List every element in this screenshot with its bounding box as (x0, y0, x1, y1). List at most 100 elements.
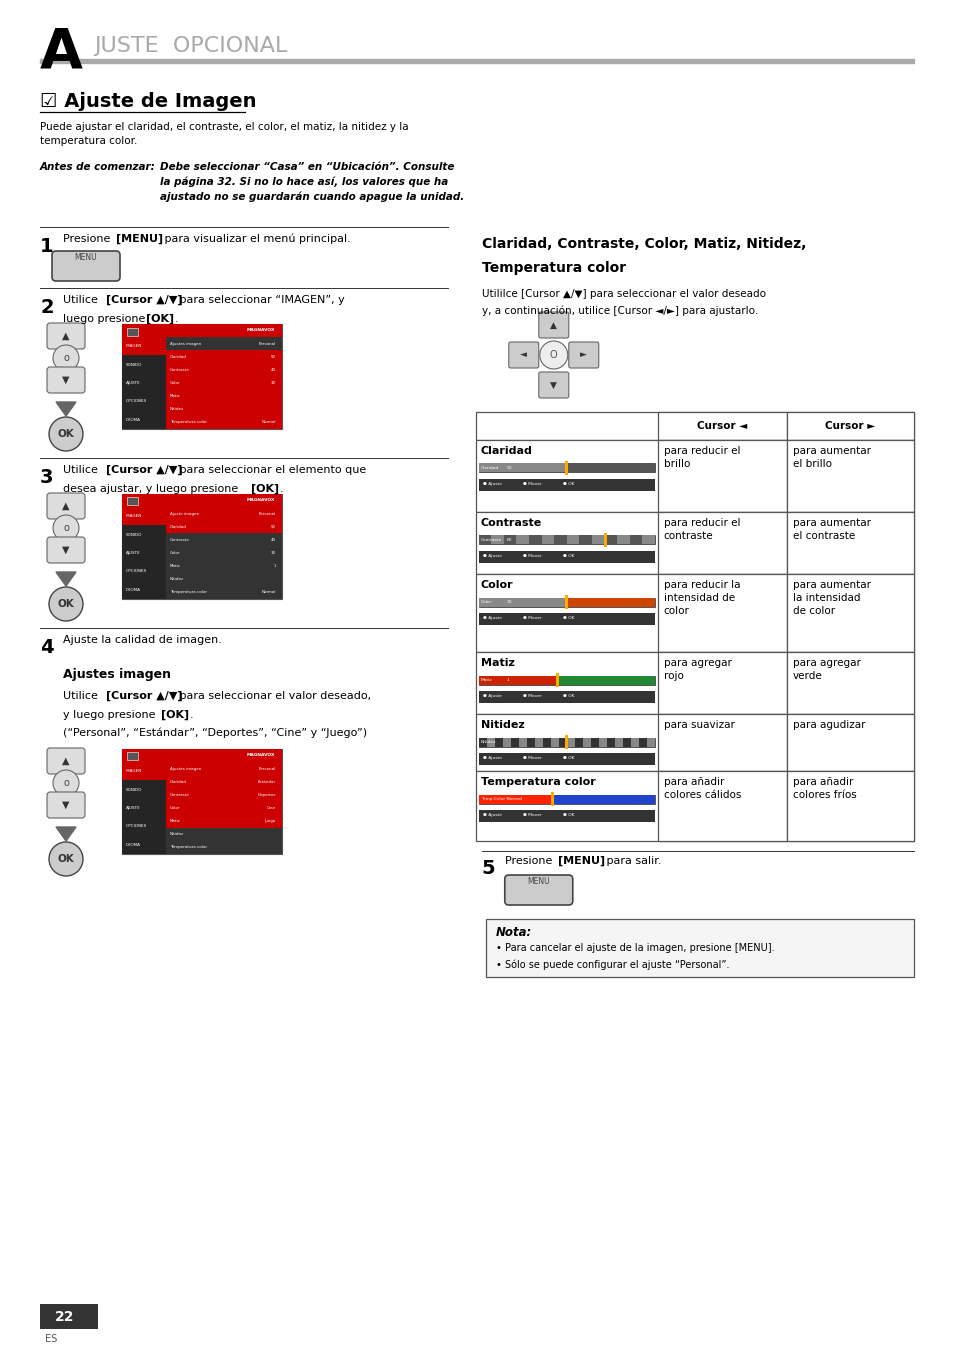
Bar (122, 762, 166, 780)
FancyBboxPatch shape (47, 537, 85, 563)
Text: [Cursor ▲/▼]: [Cursor ▲/▼] (106, 295, 182, 305)
Bar (617, 535, 629, 545)
Text: Nitidez: Nitidez (170, 832, 184, 836)
Bar (554, 535, 566, 545)
Text: luego presione: luego presione (63, 314, 149, 324)
Bar (503, 535, 516, 545)
Bar (40, 58, 913, 63)
Text: Personal: Personal (258, 341, 275, 345)
Bar (657, 771, 786, 841)
Bar (166, 828, 282, 841)
Bar (550, 737, 558, 747)
Bar (518, 737, 526, 747)
Bar (122, 526, 166, 543)
Text: Claridad: Claridad (170, 779, 187, 783)
Text: Color: Color (170, 806, 180, 810)
Bar (166, 775, 282, 789)
Text: ● Mover: ● Mover (522, 813, 541, 817)
Text: Nitidez: Nitidez (480, 740, 496, 744)
Bar (657, 412, 786, 439)
Text: o: o (63, 778, 69, 789)
Bar (556, 673, 558, 686)
Text: Cursor ◄: Cursor ◄ (697, 421, 746, 431)
Bar (122, 337, 166, 356)
Text: AJUSTE: AJUSTE (126, 381, 141, 386)
Text: para añadir
colores cálidos: para añadir colores cálidos (663, 776, 740, 801)
Bar (478, 675, 558, 685)
Text: ● Ajuste: ● Ajuste (482, 554, 501, 558)
Text: ☑ Ajuste de Imagen: ☑ Ajuste de Imagen (40, 92, 256, 111)
Bar (478, 464, 654, 473)
Text: Presione: Presione (504, 856, 555, 865)
Text: para seleccionar el valor deseado,: para seleccionar el valor deseado, (175, 692, 371, 701)
Bar (657, 439, 786, 512)
Polygon shape (56, 828, 76, 841)
Text: para agregar
rojo: para agregar rojo (663, 658, 731, 681)
Bar (122, 543, 166, 562)
Text: Ajuste la calidad de imagen.: Ajuste la calidad de imagen. (63, 635, 222, 644)
Text: desea ajustar, y luego presione: desea ajustar, y luego presione (63, 484, 241, 493)
Bar (657, 512, 786, 574)
Text: Ajustes imagen: Ajustes imagen (63, 669, 171, 681)
Bar (526, 737, 535, 747)
Bar (657, 652, 786, 714)
Bar (478, 737, 486, 747)
Bar (476, 652, 913, 714)
Text: para aumentar
el brillo: para aumentar el brillo (792, 446, 870, 469)
Text: 40: 40 (271, 538, 275, 542)
Text: Nitidez: Nitidez (480, 720, 524, 731)
Bar (476, 771, 913, 841)
Text: MENU: MENU (74, 253, 97, 262)
Text: O: O (549, 350, 557, 360)
Bar (598, 737, 606, 747)
Bar (551, 793, 554, 806)
Text: .: . (280, 484, 283, 493)
Text: Temperatura color: Temperatura color (170, 421, 207, 425)
Text: para seleccionar el elemento que: para seleccionar el elemento que (175, 465, 366, 474)
Text: AJUSTE: AJUSTE (126, 806, 141, 810)
Text: Utilice: Utilice (63, 692, 101, 701)
Bar (485, 919, 913, 977)
Bar (476, 412, 913, 439)
Bar (166, 337, 282, 350)
Text: 30: 30 (271, 381, 275, 386)
Text: y luego presione: y luego presione (63, 710, 159, 720)
Bar (122, 780, 166, 799)
Bar (578, 535, 591, 545)
Text: IDIOMA: IDIOMA (126, 842, 141, 847)
Bar (122, 324, 282, 337)
Bar (478, 692, 654, 704)
Text: Cine: Cine (267, 806, 275, 810)
Text: OPCIONES: OPCIONES (126, 399, 147, 403)
Text: ● Ajuste: ● Ajuste (482, 483, 501, 487)
Text: ▲: ▲ (550, 321, 557, 329)
Text: para añadir
colores fríos: para añadir colores fríos (792, 776, 856, 801)
FancyBboxPatch shape (52, 251, 120, 280)
Text: 40: 40 (271, 368, 275, 372)
Text: ● OK: ● OK (562, 483, 574, 487)
Text: Matiz: Matiz (170, 565, 180, 568)
Bar (657, 574, 786, 652)
Text: para salir.: para salir. (602, 856, 660, 865)
Bar (122, 373, 166, 392)
Bar (478, 794, 552, 803)
Circle shape (53, 770, 79, 797)
Bar (122, 411, 166, 429)
Text: ● OK: ● OK (562, 554, 574, 558)
Text: SONIDO: SONIDO (126, 787, 142, 791)
Text: Temperatura color: Temperatura color (170, 590, 207, 594)
Text: 22: 22 (55, 1310, 74, 1324)
Circle shape (53, 515, 79, 541)
Bar (476, 574, 913, 652)
Text: ● Ajuste: ● Ajuste (482, 813, 501, 817)
Bar (535, 737, 542, 747)
Bar (122, 493, 282, 507)
Bar (629, 535, 641, 545)
Text: [OK]: [OK] (161, 710, 189, 720)
FancyBboxPatch shape (47, 493, 85, 519)
Text: ● Mover: ● Mover (522, 756, 541, 760)
Text: AJUSTE: AJUSTE (126, 551, 141, 555)
Bar (122, 562, 166, 581)
Bar (166, 789, 282, 802)
Bar (166, 520, 282, 534)
